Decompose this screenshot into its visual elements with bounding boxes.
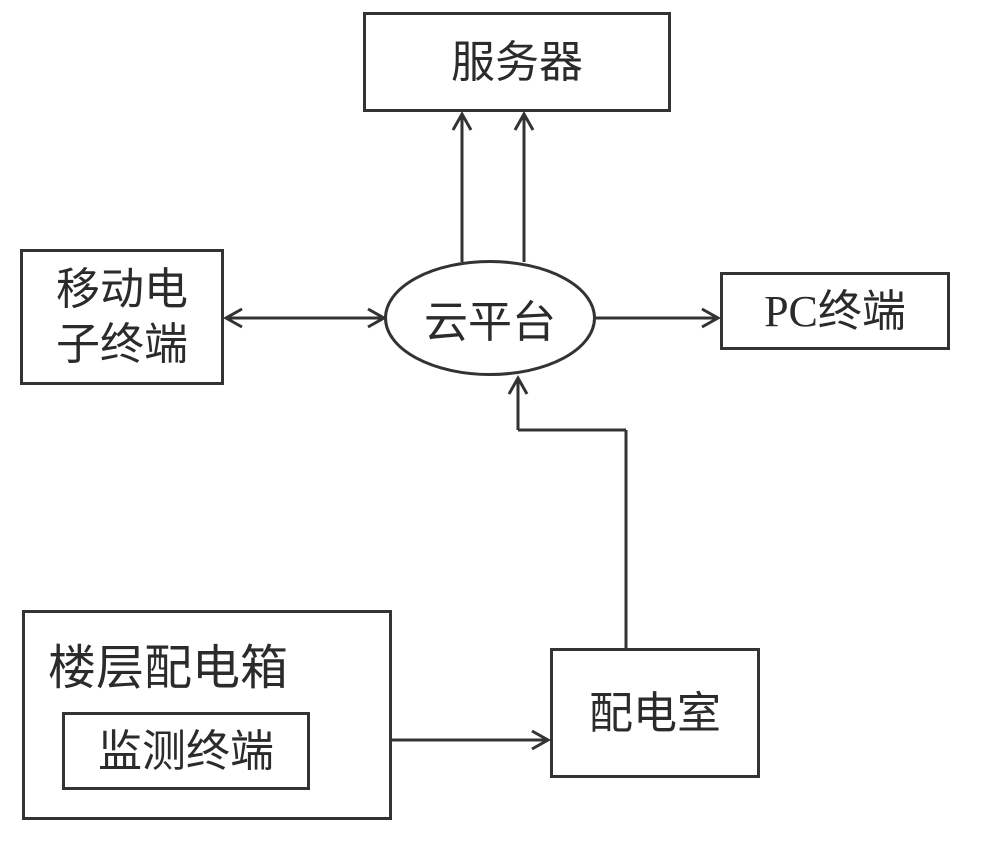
node-mobile-terminal-label: 移动电 子终端: [56, 262, 188, 372]
edge-room-to-cloud: [509, 378, 626, 648]
node-distribution-room-label: 配电室: [589, 686, 721, 741]
node-mobile-terminal: 移动电 子终端: [20, 249, 224, 385]
edge-cloud-to-pc: [596, 309, 718, 327]
edge-cloud-to-server-right: [515, 114, 533, 262]
edge-distbox-to-room: [392, 731, 548, 749]
node-distribution-room: 配电室: [550, 648, 760, 778]
node-floor-distribution-box-label: 楼层配电箱: [48, 639, 288, 699]
node-monitor-terminal: 监测终端: [62, 712, 310, 790]
node-pc-terminal-label: PC终端: [764, 284, 906, 339]
edge-cloud-to-server-left: [453, 114, 471, 262]
diagram-stage: 服务器 移动电 子终端 PC终端 配电室 楼层配电箱 监测终端 云平台: [0, 0, 1000, 862]
node-pc-terminal: PC终端: [720, 272, 950, 350]
node-floor-distribution-box: 楼层配电箱 监测终端: [22, 610, 392, 820]
node-server-label: 服务器: [451, 35, 583, 90]
node-monitor-terminal-label: 监测终端: [98, 724, 274, 779]
node-cloud-platform-label: 云平台: [424, 286, 556, 350]
node-server: 服务器: [363, 12, 671, 112]
edge-cloud-to-mobile: [226, 309, 384, 327]
node-cloud-platform: 云平台: [384, 260, 596, 376]
